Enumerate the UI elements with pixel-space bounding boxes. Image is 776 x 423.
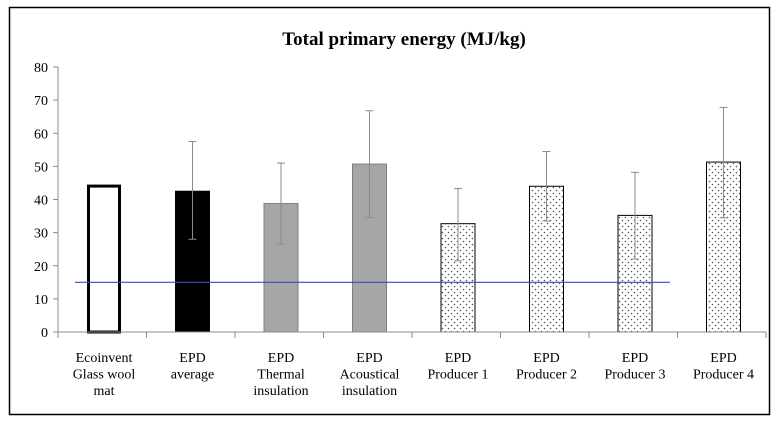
y-tick-label: 20 [34,260,48,275]
category-label-line: EPD [533,351,559,366]
y-tick-label: 10 [34,293,48,308]
category-label-line: mat [94,384,115,399]
error-bar-4 [365,110,374,219]
y-tick-label: 60 [34,127,48,142]
category-label-line: EPD [179,351,205,366]
category-label-2: EPD average [171,351,215,383]
category-label-line: Acoustical [340,368,400,383]
bar-1 [87,184,121,334]
category-label-7: EPD Producer 3 [604,351,665,383]
category-label-line: insulation [342,384,397,399]
bar-7 [617,214,653,333]
category-label-line: Ecoinvent [76,351,133,366]
x-axis [57,331,767,338]
category-label-line: Producer 4 [693,368,754,383]
error-bar-5 [454,188,462,262]
error-bar-8 [719,106,728,219]
chart-frame [8,6,771,416]
category-label-line: Thermal [257,368,305,383]
error-bar-7 [631,171,639,260]
category-label-1: Ecoinvent Glass wool mat [73,351,136,399]
y-tick-label: 80 [34,61,48,76]
y-axis: 0 10 20 30 40 50 60 70 80 [34,61,59,341]
category-label-3: EPD Thermal insulation [253,351,308,399]
category-label-6: EPD Producer 2 [516,351,577,383]
y-tick-label: 30 [34,227,48,242]
category-label-5: EPD Producer 1 [427,351,488,383]
category-label-line: EPD [356,351,382,366]
category-label-line: Producer 2 [516,368,577,383]
error-bar-2 [188,141,197,240]
y-tick-label: 70 [34,94,48,109]
y-tick-label: 40 [34,194,48,209]
error-bar-3 [277,162,285,245]
category-label-line: Glass wool [73,368,136,383]
category-label-line: average [171,368,215,383]
category-label-line: EPD [710,351,736,366]
category-label-8: EPD Producer 4 [693,351,754,383]
category-label-line: EPD [268,351,294,366]
chart-title: Total primary energy (MJ/kg) [282,29,526,50]
category-label-line: Producer 3 [604,368,665,383]
category-label-line: Producer 1 [427,368,488,383]
error-bar-6 [542,150,551,222]
category-labels: Ecoinvent Glass wool mat EPD average EPD Therm… [73,351,754,399]
category-label-line: EPD [622,351,648,366]
category-label-line: insulation [253,384,308,399]
y-tick-label: 0 [41,326,48,341]
category-label-line: EPD [445,351,471,366]
y-tick-label: 50 [34,160,48,175]
error-bars [188,106,728,262]
category-label-4: EPD Acoustical insulation [340,351,400,399]
